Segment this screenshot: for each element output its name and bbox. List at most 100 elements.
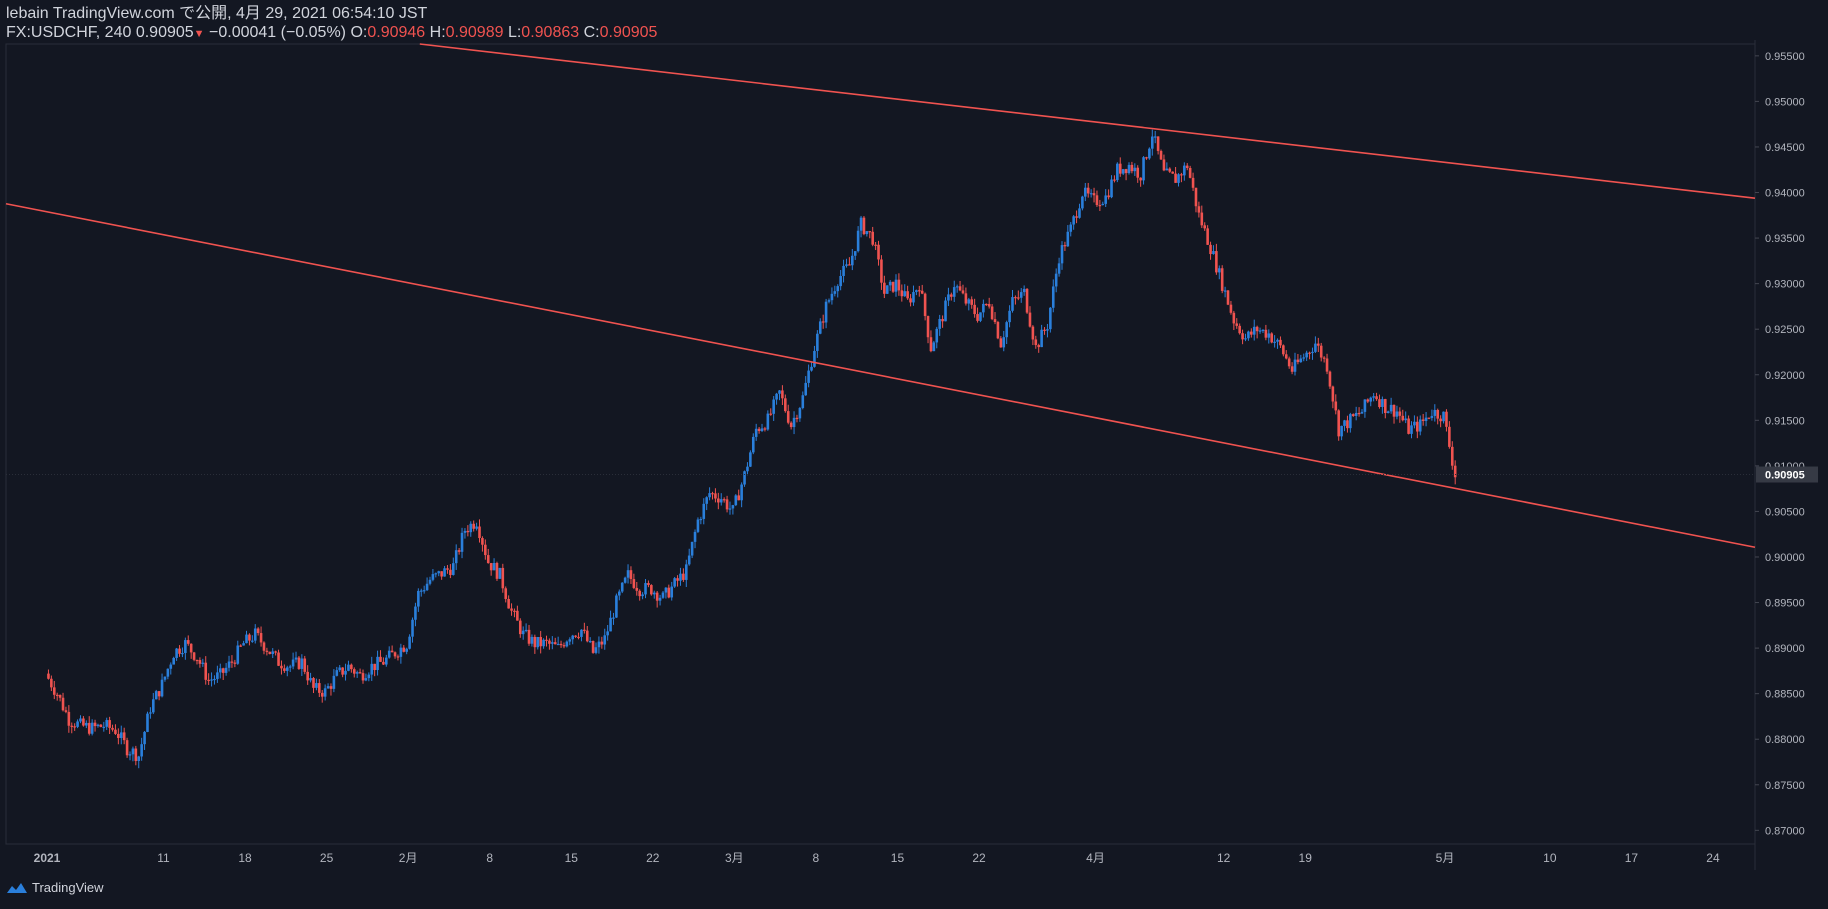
candle-body — [1086, 187, 1090, 194]
candle-body — [880, 259, 883, 283]
candle-body — [583, 629, 586, 631]
candle-body — [641, 594, 644, 597]
candle-body — [332, 675, 336, 689]
candle-body — [950, 294, 953, 297]
candle-body — [845, 264, 848, 266]
candle-body — [280, 665, 283, 669]
candle-body — [1293, 359, 1297, 372]
candle-body — [1302, 357, 1306, 359]
candle-body — [1290, 366, 1294, 372]
price-tick-label: 0.95500 — [1765, 51, 1805, 63]
candle-body — [580, 629, 583, 637]
candle-body — [1159, 150, 1163, 160]
candle-body — [233, 662, 237, 664]
candle-body — [82, 718, 85, 726]
candle-body — [347, 664, 350, 671]
candle-body — [594, 647, 598, 653]
candle-body — [883, 282, 886, 294]
price-tick-label: 0.90000 — [1765, 552, 1805, 564]
candle-body — [833, 291, 837, 294]
candle-body — [1153, 136, 1157, 138]
price-tick-label: 0.92500 — [1765, 324, 1805, 336]
trendline-2[interactable] — [419, 43, 1756, 199]
price-axis[interactable]: 0.95500 0.95000 0.94500 0.94000 0.93500 0.930… — [6, 51, 1818, 837]
candle-body — [1089, 193, 1093, 195]
candle-body — [248, 634, 251, 641]
candle-body — [830, 293, 834, 301]
tradingview-logo[interactable]: TradingView — [6, 880, 104, 895]
candle-body — [504, 588, 508, 599]
candle-body — [457, 550, 461, 552]
candle-body — [481, 538, 484, 545]
candle-body — [288, 666, 292, 668]
candle-body — [1433, 409, 1437, 416]
candle-body — [897, 279, 901, 291]
candle-body — [492, 562, 496, 571]
candle-body — [501, 567, 505, 589]
candle-body — [1448, 426, 1451, 447]
candle-body — [1183, 165, 1186, 176]
candle-body — [740, 484, 743, 501]
candle-body — [399, 647, 403, 657]
candle-body — [111, 727, 114, 730]
candle-body — [242, 643, 245, 646]
candle-body — [326, 686, 330, 689]
candle-body — [486, 555, 490, 564]
close-value: 0.90905 — [599, 24, 658, 41]
candle-body — [1250, 331, 1253, 335]
candle-body — [696, 519, 700, 532]
candle-body — [1121, 169, 1125, 174]
candle-body — [1008, 310, 1011, 323]
candle-body — [684, 564, 688, 580]
candle-body — [1244, 338, 1247, 340]
candle-body — [478, 526, 481, 539]
candle-body — [734, 495, 738, 506]
candle-body — [402, 647, 406, 652]
candle-body — [323, 688, 327, 697]
candle-body — [1212, 251, 1215, 255]
candle-body — [530, 636, 534, 644]
candle-body — [915, 290, 918, 293]
symbol-label[interactable]: FX:USDCHF, 240 — [6, 24, 132, 41]
plot-border — [5, 43, 1756, 845]
candle-body — [1305, 352, 1308, 358]
candle-body — [591, 640, 595, 653]
candle-body — [565, 641, 569, 647]
candle-body — [982, 303, 985, 313]
time-axis[interactable]: 2021 11 18 25 2月 8 15 22 3月 8 15 22 4月 12 19 5月 10 17 24 — [34, 851, 1720, 865]
candle-body — [1267, 333, 1271, 338]
tradingview-logo-icon — [7, 882, 27, 893]
candle-body — [970, 299, 974, 305]
candle-body — [711, 493, 714, 495]
candle-body — [588, 640, 592, 643]
candle-body — [1314, 343, 1317, 352]
time-tick-label: 11 — [157, 851, 170, 865]
time-tick-label: 17 — [1625, 851, 1639, 865]
candle-body — [443, 568, 446, 577]
high-value: 0.90989 — [445, 24, 504, 41]
candle-body — [1002, 337, 1006, 348]
trendlines-layer[interactable] — [5, 43, 1756, 549]
candle-body — [786, 411, 790, 423]
candle-body — [367, 674, 371, 679]
candle-body — [1215, 251, 1218, 273]
candle-body — [1337, 410, 1340, 437]
candle-body — [725, 499, 729, 510]
candle-body — [600, 641, 604, 645]
candle-body — [495, 562, 499, 579]
candle-body — [1148, 148, 1151, 159]
candle-body — [784, 398, 787, 412]
candle-body — [516, 610, 519, 621]
candle-body — [719, 499, 723, 503]
candle-body — [352, 669, 356, 674]
candle-body — [821, 321, 825, 323]
candle-body — [1142, 157, 1145, 181]
candle-body — [154, 691, 158, 700]
candle-body — [1110, 179, 1113, 198]
trendline-1[interactable] — [5, 202, 1756, 549]
candle-body — [539, 636, 542, 647]
price-tick-label: 0.92000 — [1765, 370, 1805, 382]
candle-body — [551, 642, 554, 644]
candle-body — [271, 651, 275, 654]
